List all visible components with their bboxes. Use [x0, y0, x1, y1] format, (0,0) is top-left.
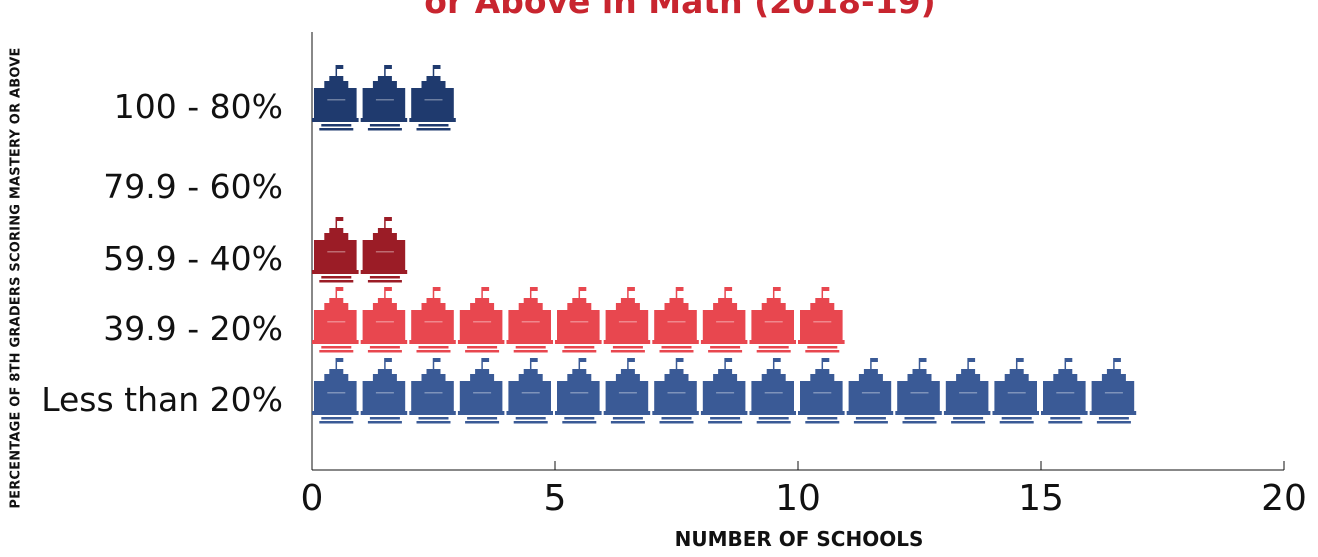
x-axis-label: NUMBER OF SCHOOLS	[674, 527, 924, 551]
school-icon	[457, 358, 505, 424]
school-icon	[312, 287, 359, 353]
y-category-label: 59.9 - 40%	[103, 239, 283, 278]
school-icon	[409, 358, 456, 424]
school-icon	[798, 358, 845, 424]
chart-title: or Above in Math (2018-19)	[424, 0, 936, 21]
y-category-label: Less than 20%	[41, 380, 283, 419]
school-icon	[312, 217, 359, 283]
school-icon	[360, 358, 408, 424]
bar-4	[312, 287, 845, 353]
school-icon	[603, 358, 651, 424]
school-icon	[652, 287, 699, 353]
school-icon	[603, 287, 651, 353]
school-icon	[1041, 358, 1088, 424]
bar-1	[312, 65, 456, 131]
school-icon	[992, 358, 1039, 424]
school-icon	[360, 217, 408, 283]
school-icon	[749, 358, 796, 424]
school-icon	[360, 65, 408, 131]
y-category-label: 39.9 - 20%	[103, 309, 283, 348]
bar-3	[312, 217, 408, 283]
school-icon	[360, 287, 408, 353]
school-icon	[409, 65, 456, 131]
school-icon	[506, 358, 553, 424]
school-icon	[555, 358, 602, 424]
school-icon	[846, 358, 894, 424]
school-icon	[700, 287, 748, 353]
school-icon	[895, 358, 942, 424]
school-icon	[312, 358, 359, 424]
school-icon	[506, 287, 553, 353]
school-icon	[1089, 358, 1137, 424]
y-category-label: 79.9 - 60%	[103, 167, 283, 206]
school-icon	[555, 287, 602, 353]
x-tick-label: 20	[1261, 478, 1307, 519]
school-icon	[798, 287, 845, 353]
x-tick-label: 5	[544, 478, 567, 519]
school-icon	[312, 65, 359, 131]
school-icon	[700, 358, 748, 424]
school-icon	[943, 358, 991, 424]
x-tick-label: 15	[1018, 478, 1064, 519]
school-icon	[652, 358, 699, 424]
school-icon	[457, 287, 505, 353]
bar-5	[312, 358, 1137, 424]
y-category-label: 100 - 80%	[114, 87, 283, 126]
school-icon	[749, 287, 796, 353]
x-tick-label: 0	[301, 478, 324, 519]
x-tick-label: 10	[775, 478, 821, 519]
school-icon	[409, 287, 456, 353]
